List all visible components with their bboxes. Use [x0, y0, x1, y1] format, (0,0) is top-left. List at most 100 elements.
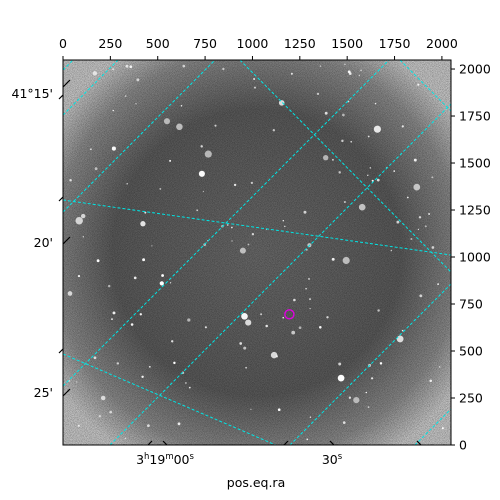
dec-tick-label: 41°15'	[12, 86, 54, 101]
star	[293, 298, 296, 302]
right-axis-tick-label: 1750	[459, 109, 491, 124]
star	[306, 249, 308, 251]
top-axis-tick-label: 500	[146, 36, 170, 51]
star	[253, 77, 256, 81]
star	[358, 74, 361, 77]
star	[111, 318, 113, 320]
star	[69, 178, 72, 182]
star	[272, 128, 276, 132]
star	[282, 316, 284, 319]
star	[401, 125, 404, 128]
star	[109, 410, 113, 414]
star	[241, 312, 248, 320]
star	[439, 366, 441, 368]
right-axis-tick-label: 250	[459, 391, 483, 406]
star	[260, 313, 263, 316]
star	[441, 427, 444, 430]
star	[307, 277, 311, 280]
star	[367, 406, 370, 408]
star	[239, 342, 243, 345]
star	[413, 158, 417, 162]
star	[161, 274, 165, 277]
coordinate-grid	[63, 60, 451, 445]
star	[358, 203, 366, 211]
star	[77, 424, 80, 427]
star	[369, 167, 371, 169]
sky-image	[63, 60, 451, 445]
star	[309, 416, 312, 418]
star	[125, 64, 129, 68]
star	[298, 326, 302, 330]
star	[144, 211, 147, 214]
star	[348, 396, 352, 399]
top-axis-tick-label: 1500	[331, 36, 363, 51]
star	[226, 224, 229, 226]
star	[245, 366, 247, 369]
star	[126, 183, 128, 185]
right-axis-tick-label: 1000	[459, 250, 491, 265]
right-axis-tick-label: 750	[459, 297, 483, 312]
star	[309, 307, 311, 310]
top-pixel-axis: 0 250 500 750 1000 1250 1500 1750 2000	[59, 36, 458, 60]
star	[390, 249, 393, 252]
star	[111, 146, 116, 151]
star	[417, 83, 420, 86]
star	[350, 140, 353, 143]
star	[270, 351, 278, 359]
star	[323, 155, 329, 161]
star	[142, 258, 146, 262]
right-pixel-axis: 0 250 500 750 1000 1250 1500 1750 2000	[451, 62, 491, 453]
star	[424, 225, 427, 228]
star	[316, 92, 320, 96]
star	[309, 298, 311, 301]
star	[171, 340, 174, 343]
star-field	[67, 63, 444, 441]
star	[247, 243, 250, 246]
star	[112, 68, 115, 71]
star	[112, 109, 115, 112]
top-axis-tick-label: 2000	[426, 36, 458, 51]
star	[169, 159, 172, 162]
star	[76, 381, 78, 383]
star	[305, 287, 307, 290]
top-axis-tick-label: 250	[98, 36, 122, 51]
star	[196, 209, 199, 212]
star	[410, 237, 413, 241]
star	[202, 190, 205, 193]
star	[291, 330, 296, 335]
star	[159, 281, 164, 286]
star	[401, 329, 404, 332]
star	[303, 210, 307, 214]
star	[124, 95, 127, 97]
right-axis-tick-label: 500	[459, 344, 483, 359]
star	[278, 100, 285, 106]
top-axis-tick-label: 0	[59, 36, 67, 51]
star	[231, 240, 233, 242]
star	[367, 174, 369, 177]
star	[343, 200, 346, 204]
star	[173, 361, 176, 365]
star	[140, 221, 146, 227]
star	[342, 113, 345, 117]
star	[341, 139, 344, 143]
star	[306, 438, 309, 441]
star	[290, 72, 293, 75]
star	[112, 311, 116, 315]
star	[338, 171, 341, 174]
star	[277, 408, 281, 412]
top-axis-tick-label: 1000	[237, 36, 269, 51]
star	[129, 65, 133, 69]
star	[239, 247, 246, 254]
star	[331, 158, 334, 161]
top-axis-tick-label: 1250	[284, 36, 316, 51]
star	[265, 324, 268, 328]
star	[342, 421, 346, 424]
star	[124, 437, 127, 440]
star	[282, 219, 285, 222]
star	[344, 63, 346, 66]
star	[253, 86, 257, 89]
star	[82, 235, 85, 238]
star	[243, 346, 247, 350]
star	[133, 276, 137, 280]
star	[396, 220, 400, 224]
